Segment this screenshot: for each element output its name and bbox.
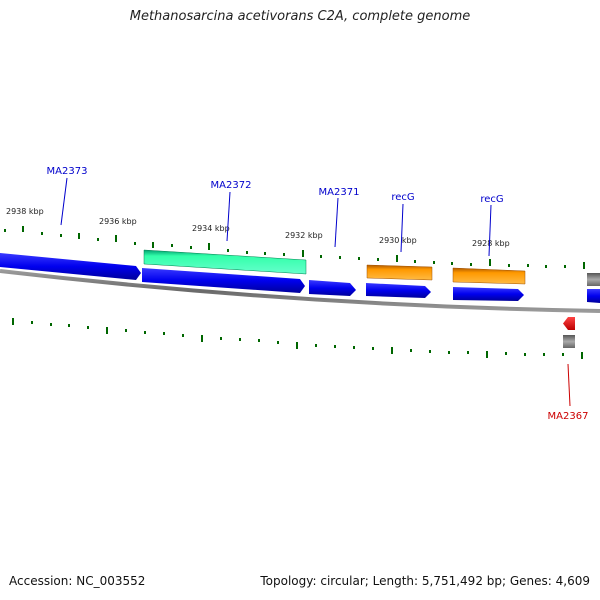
leader-line (226, 191, 231, 242)
leader-line (400, 203, 404, 253)
gene-label[interactable]: MA2372 (211, 180, 252, 191)
tick-label: 2930 kbp (379, 236, 417, 245)
cds-recg-2[interactable] (453, 287, 524, 301)
cds-ma2371[interactable] (309, 280, 356, 296)
inner-tick-ruler (12, 318, 583, 359)
tick-label: 2936 kbp (99, 217, 137, 226)
forward-strand-track (143, 249, 600, 286)
gene-label[interactable]: MA2373 (47, 166, 88, 177)
tick-label: 2928 kbp (472, 239, 510, 248)
tick-label: 2932 kbp (285, 231, 323, 240)
genome-backbone (0, 269, 600, 313)
cds-ma2367[interactable] (563, 335, 575, 348)
cds-track (0, 253, 600, 303)
gene-feature-gray[interactable] (587, 273, 600, 286)
tick-label: 2934 kbp (192, 224, 230, 233)
leader-line (334, 197, 339, 248)
leader-line (567, 363, 571, 407)
gene-label[interactable]: recG (480, 194, 503, 205)
reverse-strand-track (563, 317, 575, 348)
tick-label: 2938 kbp (6, 207, 44, 216)
gene-feature-recg-2[interactable] (452, 267, 526, 285)
genome-summary-label: Topology: circular; Length: 5,751,492 bp… (260, 574, 590, 588)
gene-feature-recg-1[interactable] (366, 264, 433, 281)
gene-feature-ma2372-highlight[interactable] (143, 249, 307, 275)
outer-tick-ruler (4, 226, 585, 269)
cds-ma2372[interactable] (142, 268, 305, 293)
gene-feature-ma2367[interactable] (563, 317, 575, 330)
map-title: Methanosarcina acetivorans C2A, complete… (129, 9, 471, 24)
gene-label[interactable]: MA2367 (548, 411, 589, 422)
leader-line (488, 204, 492, 257)
gene-label[interactable]: MA2371 (319, 187, 360, 198)
cds-recg-1[interactable] (366, 283, 431, 298)
cds-right-edge[interactable] (587, 289, 600, 303)
accession-label: Accession: NC_003552 (9, 574, 146, 588)
gene-label[interactable]: recG (391, 192, 414, 203)
leader-line (60, 177, 68, 226)
cds-ma2373[interactable] (0, 253, 141, 280)
